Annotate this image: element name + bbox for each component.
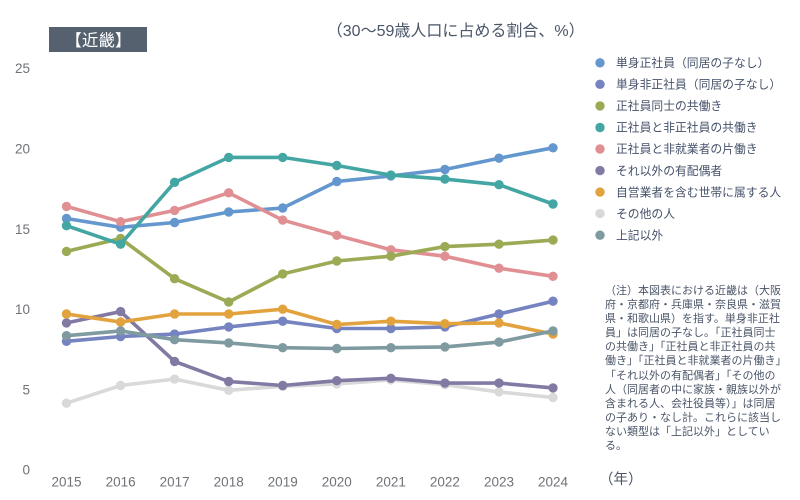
svg-text:正社員同士の共働き: 正社員同士の共働き: [616, 99, 722, 113]
svg-text:2021: 2021: [376, 474, 406, 489]
svg-text:0: 0: [22, 463, 30, 478]
svg-text:2016: 2016: [106, 474, 136, 489]
svg-text:2018: 2018: [214, 474, 244, 489]
svg-text:2020: 2020: [322, 474, 352, 489]
svg-text:正社員と非就業者の片働き: 正社員と非就業者の片働き: [616, 142, 758, 156]
svg-text:5: 5: [22, 382, 30, 397]
svg-text:正社員と非正社員の共働き: 正社員と非正社員の共働き: [616, 121, 758, 135]
svg-text:2019: 2019: [268, 474, 298, 489]
svg-text:自営業者を含む世帯に属する人: 自営業者を含む世帯に属する人: [616, 185, 781, 199]
svg-text:上記以外: 上記以外: [616, 228, 663, 242]
svg-text:単身非正社員（同居の子なし）: 単身非正社員（同居の子なし）: [616, 78, 781, 92]
svg-text:2017: 2017: [160, 474, 190, 489]
svg-text:単身正社員（同居の子なし）: 単身正社員（同居の子なし）: [616, 56, 769, 70]
svg-text:2015: 2015: [51, 474, 81, 489]
svg-text:それ以外の有配偶者: それ以外の有配偶者: [616, 164, 722, 178]
svg-text:2024: 2024: [538, 474, 569, 489]
svg-text:25: 25: [15, 61, 30, 76]
svg-text:10: 10: [15, 302, 30, 317]
svg-text:2022: 2022: [430, 474, 460, 489]
svg-text:2023: 2023: [484, 474, 514, 489]
svg-text:その他の人: その他の人: [616, 207, 675, 221]
svg-text:15: 15: [15, 222, 30, 237]
svg-text:20: 20: [15, 142, 30, 157]
